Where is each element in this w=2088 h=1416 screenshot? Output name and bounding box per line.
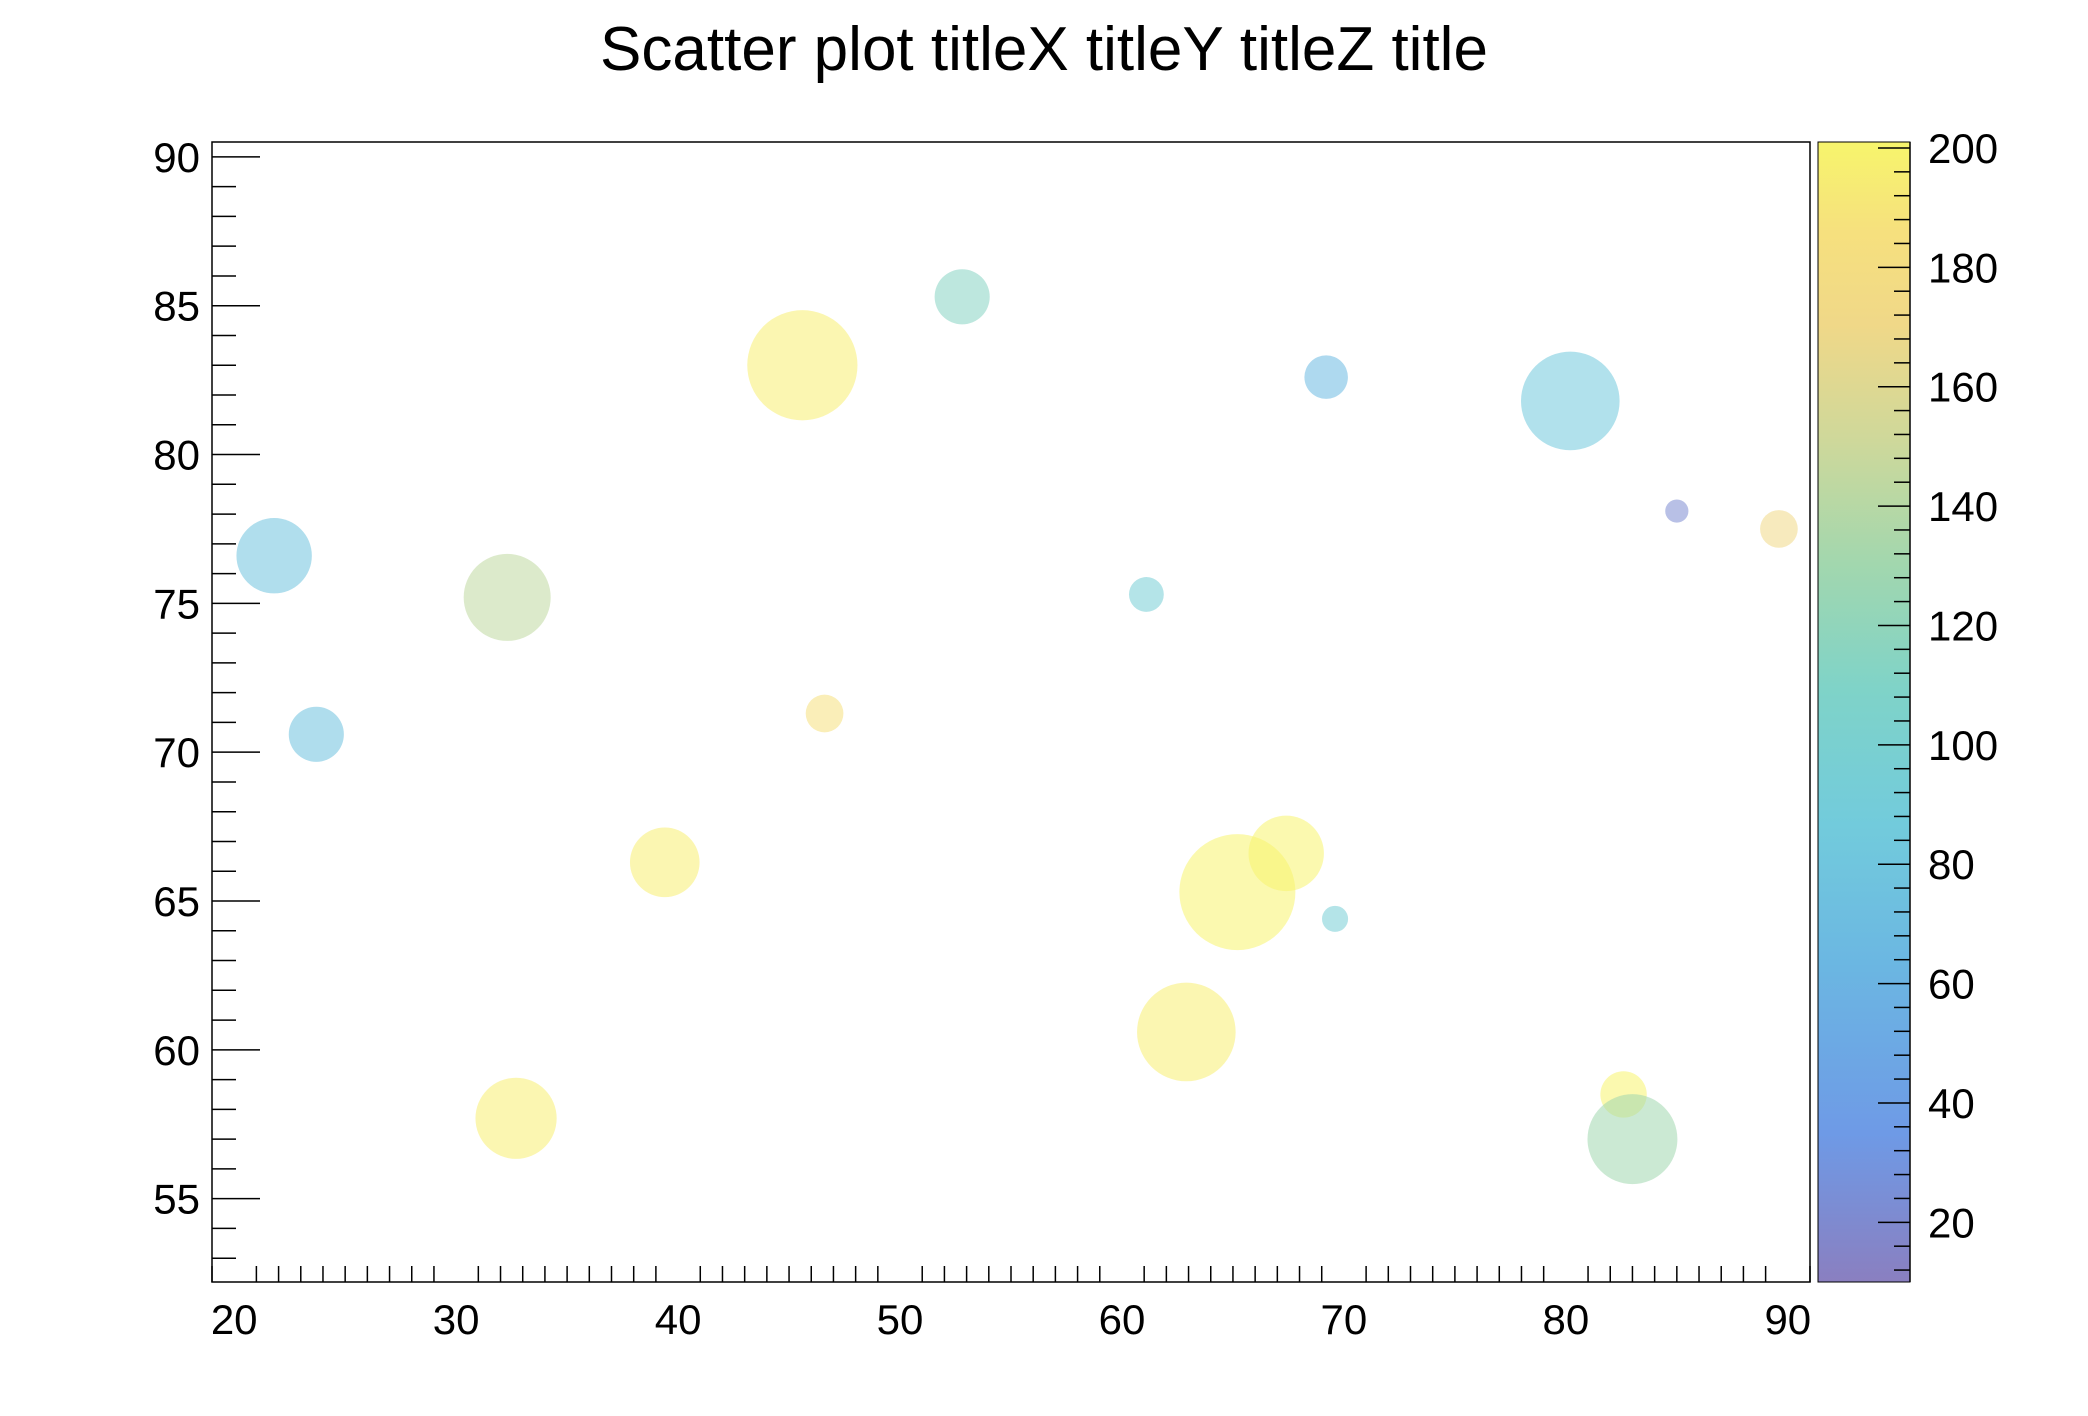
data-point-18 <box>1665 499 1689 523</box>
colorbar <box>1817 141 1911 1283</box>
x-tick-label: 20 <box>211 1296 258 1343</box>
colorbar-tick-label: 180 <box>1928 244 1998 291</box>
data-point-5 <box>629 827 700 898</box>
x-tick-label: 90 <box>1764 1296 1811 1343</box>
colorbar-tick-label: 140 <box>1928 483 1998 530</box>
x-tick-label: 40 <box>655 1296 702 1343</box>
x-tick-label: 50 <box>877 1296 924 1343</box>
data-point-12 <box>1248 815 1324 892</box>
colorbar-tick-label: 20 <box>1928 1199 1975 1246</box>
colorbar-tick-label: 60 <box>1928 961 1975 1008</box>
colorbar-axis: 20 40 60 80 100 120 140 160 180 200 <box>1878 125 1998 1282</box>
data-point-6 <box>747 310 858 421</box>
colorbar-tick-label: 80 <box>1928 841 1975 888</box>
colorbar-tick-label: 160 <box>1928 364 1998 411</box>
data-point-13 <box>1304 355 1348 399</box>
data-point-3 <box>463 553 551 641</box>
x-tick-label: 70 <box>1321 1296 1368 1343</box>
colorbar-tick-label: 120 <box>1928 602 1998 649</box>
colorbar-tick-label: 100 <box>1928 722 1998 769</box>
data-point-8 <box>934 269 990 325</box>
data-points <box>236 269 1798 1185</box>
y-tick-label: 55 <box>153 1176 200 1223</box>
data-point-1 <box>236 518 312 594</box>
data-point-15 <box>1521 351 1620 451</box>
x-axis: 20 30 40 50 60 70 80 90 <box>211 1266 1811 1343</box>
y-tick-label: 65 <box>153 878 200 925</box>
data-point-7 <box>805 694 844 733</box>
y-tick-label: 60 <box>153 1027 200 1074</box>
colorbar-tick-label: 40 <box>1928 1080 1975 1127</box>
data-point-4 <box>475 1077 557 1159</box>
y-tick-label: 85 <box>153 283 200 330</box>
data-point-14 <box>1321 905 1349 932</box>
y-tick-label: 70 <box>153 729 200 776</box>
y-tick-label: 75 <box>153 580 200 627</box>
chart-title: Scatter plot titleX titleY titleZ title <box>600 15 1488 84</box>
data-point-17 <box>1587 1094 1678 1185</box>
y-tick-label: 90 <box>153 134 200 181</box>
x-tick-label: 80 <box>1543 1296 1590 1343</box>
y-tick-label: 80 <box>153 432 200 479</box>
plot-frame <box>211 141 1811 1283</box>
data-point-9 <box>1128 577 1164 612</box>
data-point-2 <box>288 706 344 762</box>
y-axis: 55 60 65 70 75 80 85 90 <box>153 134 260 1259</box>
data-point-10 <box>1137 982 1236 1082</box>
x-tick-label: 30 <box>433 1296 480 1343</box>
x-tick-label: 60 <box>1099 1296 1146 1343</box>
colorbar-tick-label: 200 <box>1928 125 1998 172</box>
data-point-19 <box>1760 510 1798 548</box>
